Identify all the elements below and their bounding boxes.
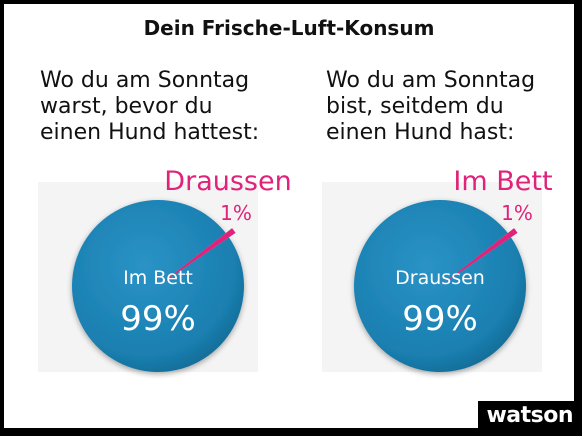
page-title: Dein Frische-Luft-Konsum [143,16,435,40]
left-minor-value: 1% [220,201,252,225]
right-pie: Draussen 99% Im Bett 1% [353,166,553,372]
left-minor-label: Draussen [164,166,291,197]
watson-logo: watson [478,401,579,433]
right-minor-value: 1% [501,201,533,225]
right-caption-line-1: Wo du am Sonntag [326,68,536,93]
right-major-value: 99% [402,299,478,339]
right-caption-line-2: bist, seitdem du [326,94,504,119]
left-pie-slice-major [71,199,244,372]
left-major-value: 99% [120,299,196,339]
left-pie-slice-minor [158,228,236,286]
left-caption-line-2: warst, bevor du [40,94,213,119]
left-pie: Im Bett 99% Draussen 1% [71,166,292,372]
right-major-label: Draussen [395,267,485,289]
right-caption-line-3: einen Hund hast: [326,120,515,145]
left-caption-line-3: einen Hund hattest: [40,120,260,145]
right-caption: Wo du am Sonntag bist, seitdem du einen … [326,68,535,146]
right-pie-slice-minor [440,228,518,286]
left-major-label: Im Bett [123,267,193,289]
left-caption-line-1: Wo du am Sonntag [40,68,250,93]
right-minor-label: Im Bett [453,166,552,197]
right-pie-slice-major [353,199,526,372]
left-caption: Wo du am Sonntag warst, bevor du einen H… [40,68,259,146]
